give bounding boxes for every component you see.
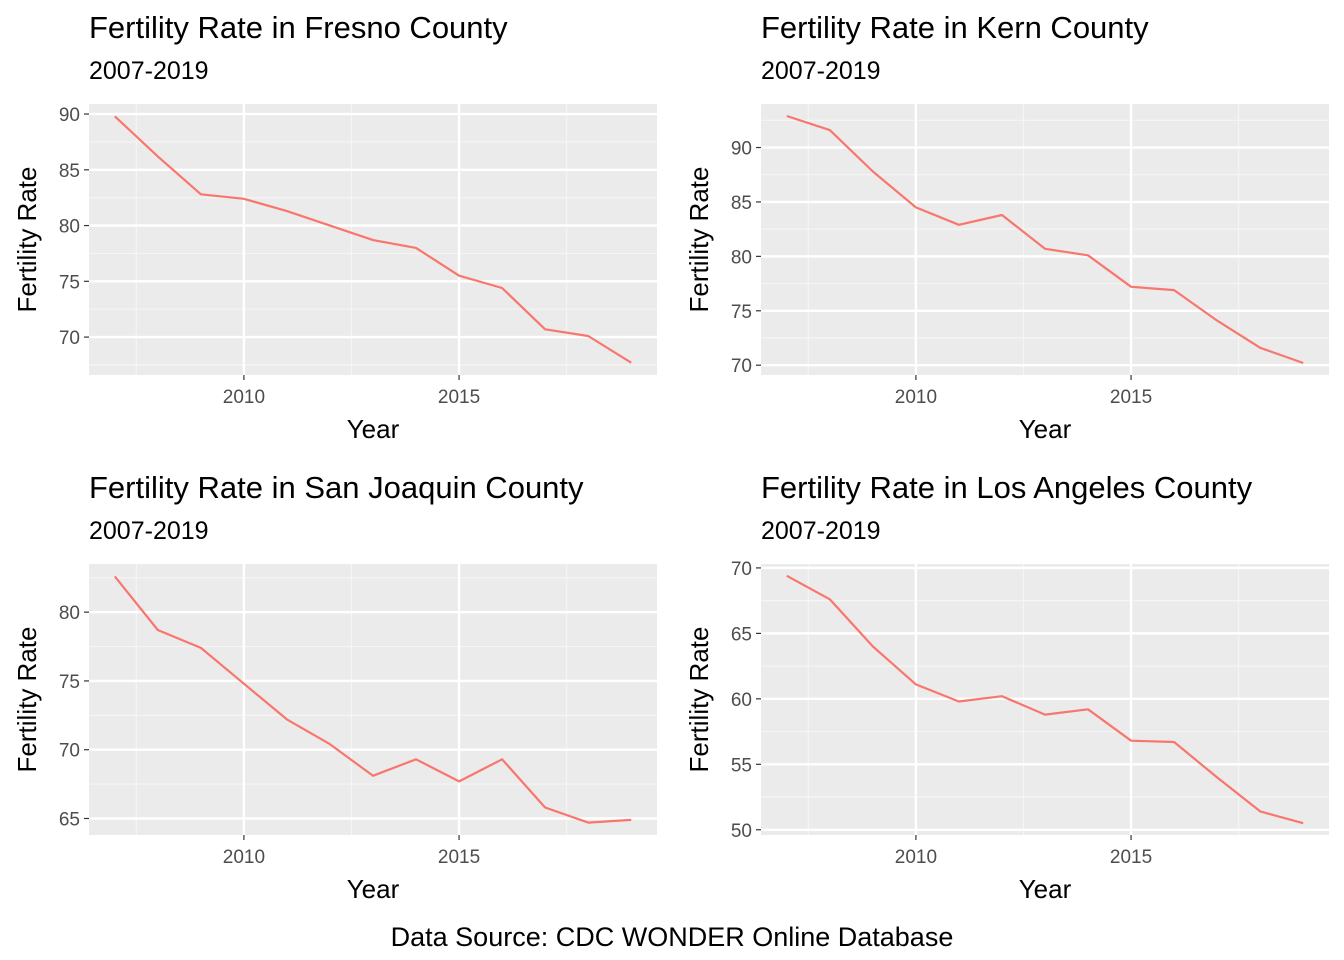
x-tick-label: 2015 xyxy=(1110,847,1152,868)
x-axis-label: Year xyxy=(347,414,400,444)
x-axis-label: Year xyxy=(1019,874,1072,904)
x-tick-label: 2010 xyxy=(895,847,937,868)
series-line xyxy=(786,574,1304,825)
y-tick-label: 65 xyxy=(59,809,80,830)
series-line xyxy=(113,575,632,824)
y-tick-label: 55 xyxy=(731,755,752,776)
chart-panel-san-joaquin: Fertility Rate in San Joaquin County 200… xyxy=(0,460,672,920)
x-tick-label: 2010 xyxy=(223,387,265,408)
y-axis-label: Fertility Rate xyxy=(12,167,42,313)
chart-title: Fertility Rate in Kern County xyxy=(761,10,1149,45)
chart-plot: 2010 2015 65 70 75 80 Year Fertility Rate xyxy=(12,564,657,904)
chart-plot: 2010 2015 50 55 60 65 70 Year Fertility Rate xyxy=(684,559,1329,904)
y-axis-label: Fertility Rate xyxy=(684,167,714,313)
y-tick-label: 75 xyxy=(59,272,80,293)
chart-subtitle: 2007-2019 xyxy=(761,57,881,85)
y-tick-label: 50 xyxy=(731,821,752,842)
y-axis-label: Fertility Rate xyxy=(12,627,42,773)
chart-title: Fertility Rate in Fresno County xyxy=(89,10,508,45)
x-axis-label: Year xyxy=(347,874,400,904)
y-tick-label: 70 xyxy=(59,328,80,349)
y-tick-label: 80 xyxy=(59,217,80,238)
x-tick-label: 2010 xyxy=(895,387,937,408)
series-line xyxy=(786,114,1304,365)
y-tick-label: 70 xyxy=(731,559,752,580)
x-tick-label: 2010 xyxy=(223,847,265,868)
y-tick-label: 75 xyxy=(731,302,752,323)
y-tick-label: 70 xyxy=(59,741,80,762)
chart-subtitle: 2007-2019 xyxy=(89,517,209,545)
x-axis-label: Year xyxy=(1019,414,1072,444)
y-tick-label: 70 xyxy=(731,356,752,377)
y-tick-label: 85 xyxy=(59,161,80,182)
chart-panel-los-angeles: Fertility Rate in Los Angeles County 200… xyxy=(672,460,1344,920)
plot-background xyxy=(89,564,657,835)
x-tick-label: 2015 xyxy=(438,387,480,408)
chart-subtitle: 2007-2019 xyxy=(89,57,209,85)
chart-panel-fresno: Fertility Rate in Fresno County 2007-201… xyxy=(0,0,672,460)
y-tick-label: 80 xyxy=(59,603,80,624)
chart-plot: 2010 2015 70 75 80 85 90 Year Fertility Rate xyxy=(684,104,1329,444)
y-tick-label: 90 xyxy=(59,105,80,126)
y-tick-label: 75 xyxy=(59,672,80,693)
chart-plot: 2010 2015 70 75 80 85 90 Year Fertility Rate xyxy=(12,104,657,444)
data-source-caption: Data Source: CDC WONDER Online Database xyxy=(390,922,954,952)
y-tick-label: 80 xyxy=(731,247,752,268)
series-line xyxy=(114,115,632,364)
y-tick-label: 65 xyxy=(731,624,752,645)
chart-subtitle: 2007-2019 xyxy=(761,517,881,545)
chart-panel-kern: Fertility Rate in Kern County 2007-2019 … xyxy=(672,0,1344,460)
y-axis-label: Fertility Rate xyxy=(684,627,714,773)
chart-title: Fertility Rate in Los Angeles County xyxy=(761,470,1253,505)
y-tick-label: 90 xyxy=(731,139,752,160)
chart-title: Fertility Rate in San Joaquin County xyxy=(89,470,584,505)
y-tick-label: 60 xyxy=(731,690,752,711)
x-tick-label: 2015 xyxy=(1110,387,1152,408)
plot-background xyxy=(761,104,1329,375)
x-tick-label: 2015 xyxy=(438,847,480,868)
y-tick-label: 85 xyxy=(731,193,752,214)
